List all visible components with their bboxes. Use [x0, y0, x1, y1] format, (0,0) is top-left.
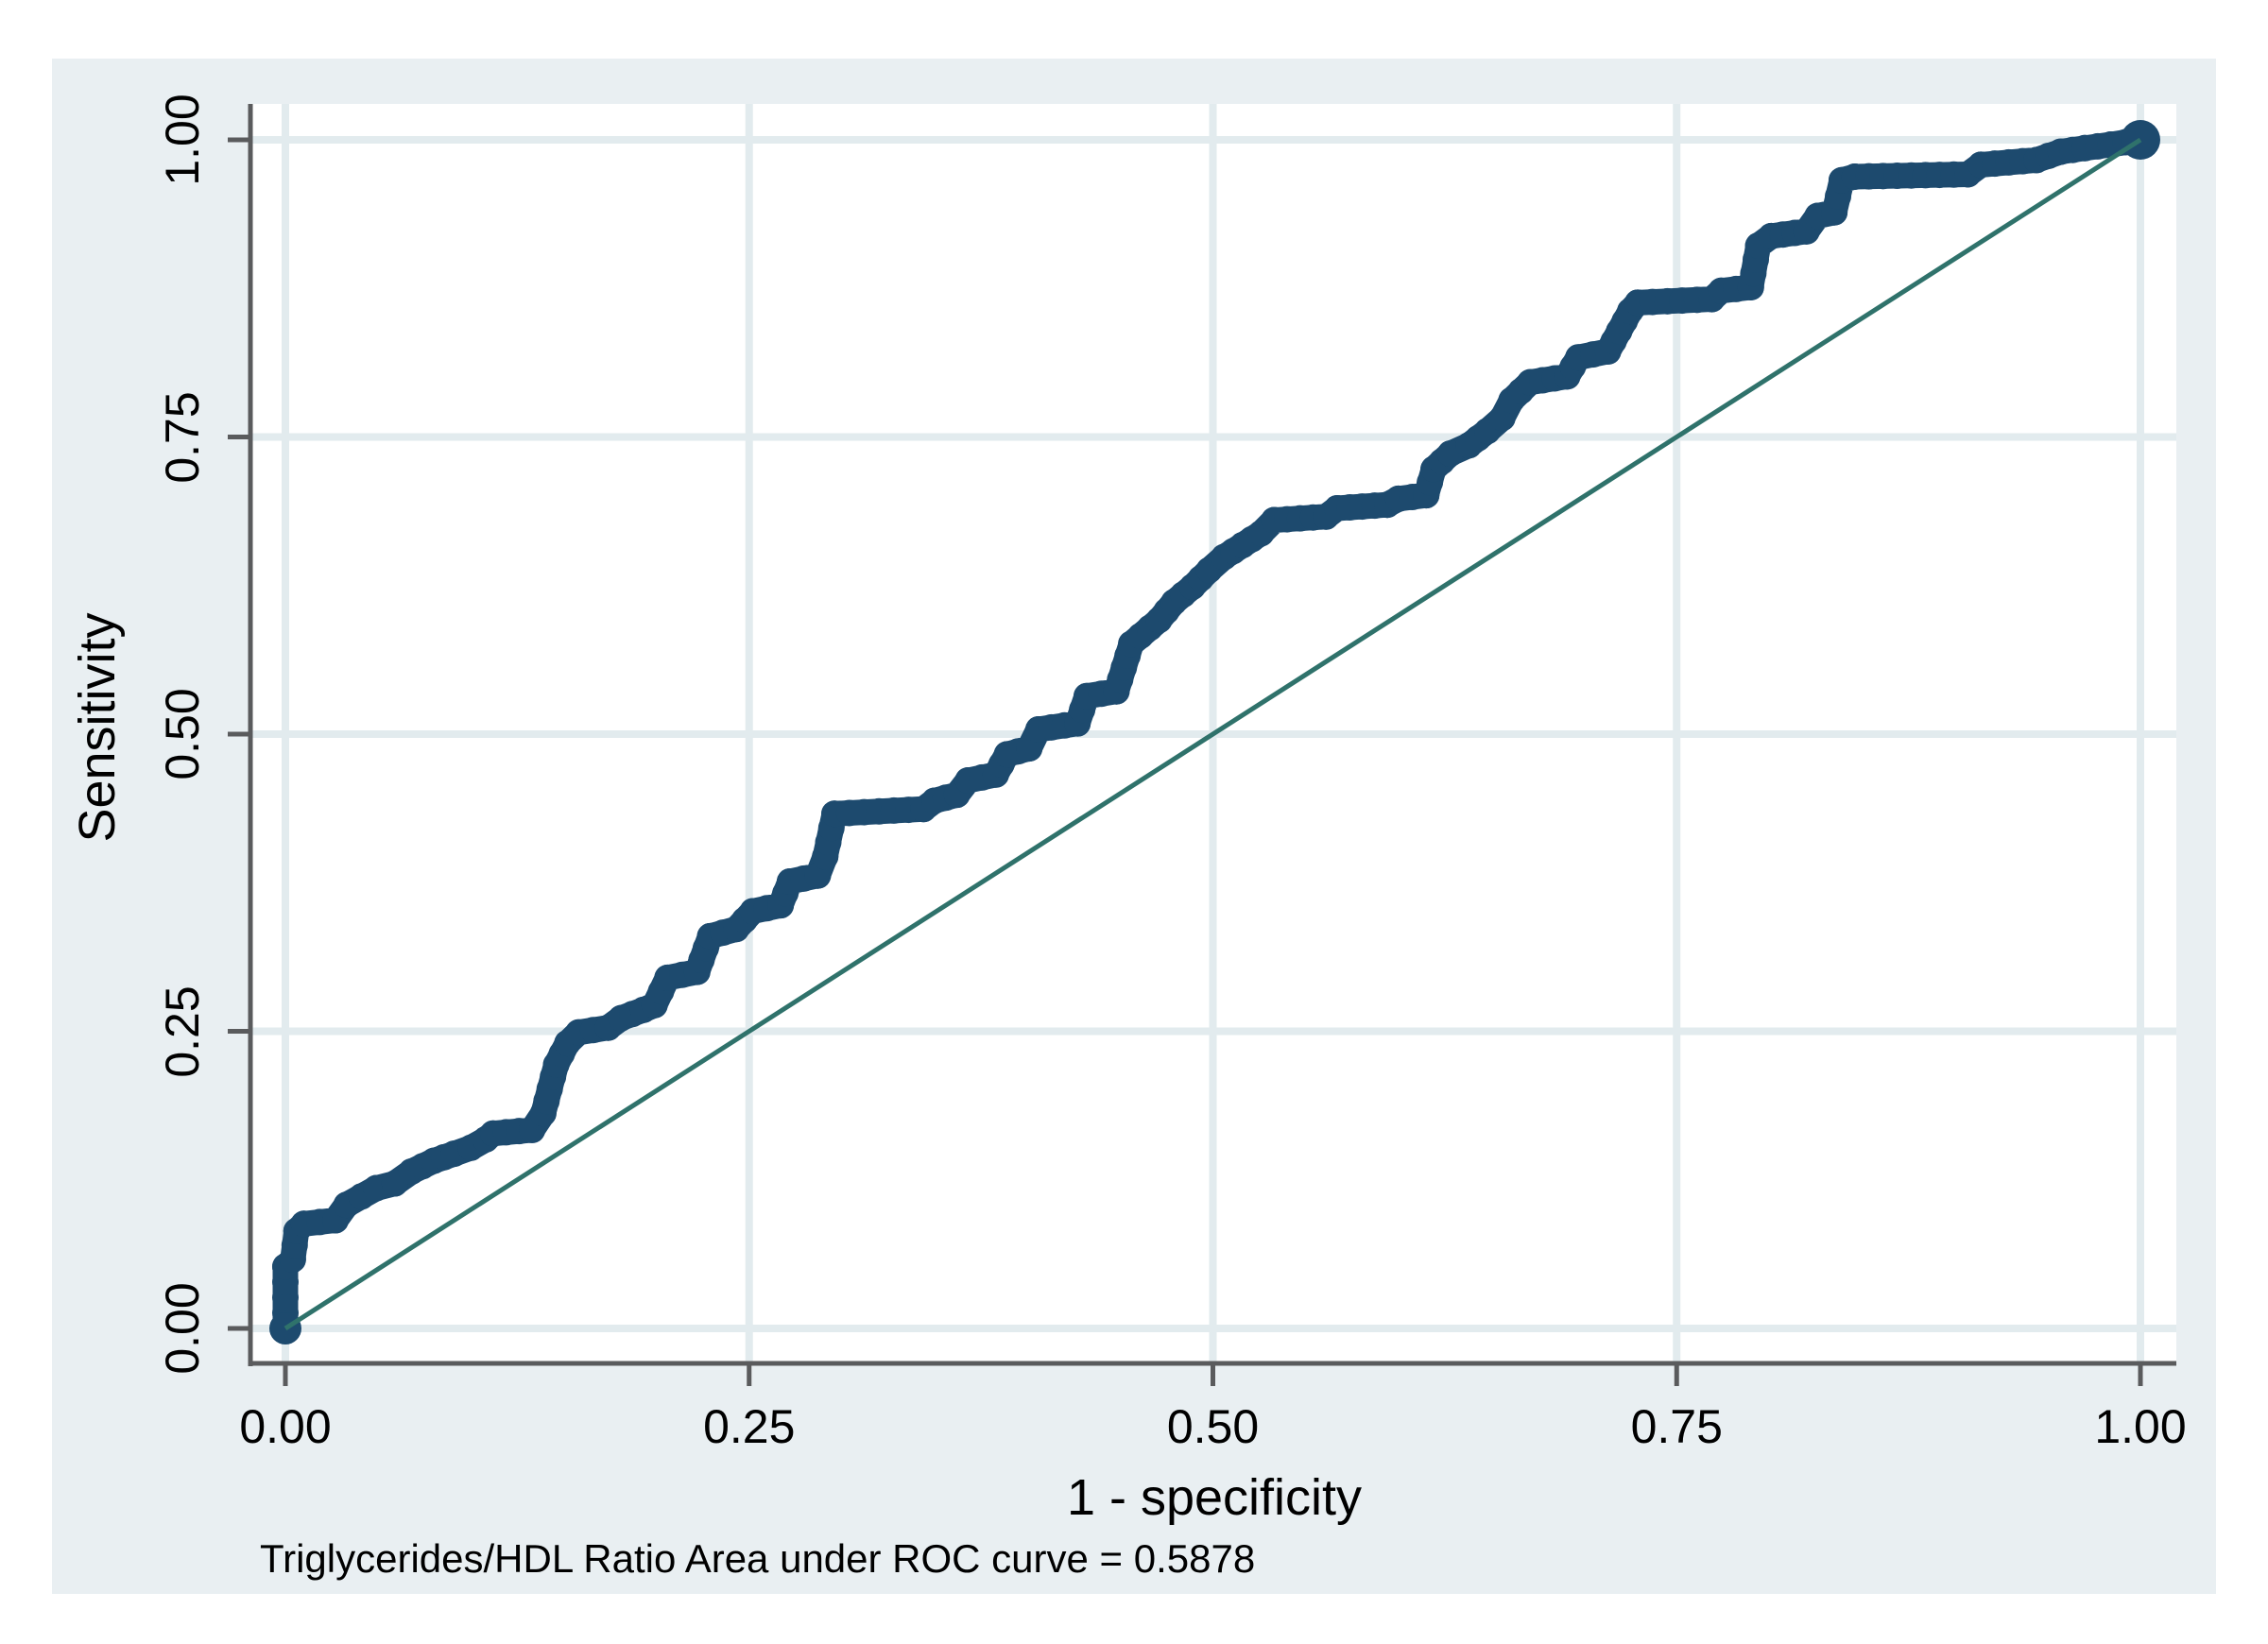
x-tick-label: 0.25	[703, 1400, 796, 1453]
x-tick-label: 0.00	[239, 1400, 332, 1453]
x-tick-label: 0.50	[1166, 1400, 1260, 1453]
y-tick-label: 1.00	[156, 94, 209, 186]
y-axis-title: Sensitivity	[69, 612, 126, 843]
x-tick-label: 1.00	[2094, 1400, 2187, 1453]
y-tick-label: 0.75	[156, 390, 209, 484]
reference-line	[284, 137, 2142, 1331]
y-tick-label: 0.50	[156, 688, 209, 780]
x-axis-title: 1 - specificity	[1066, 1469, 1363, 1526]
y-tick-label: 0.00	[156, 1282, 209, 1375]
x-tick-label: 0.75	[1630, 1400, 1723, 1453]
auc-caption: Triglycerides/HDL Ratio Area under ROC c…	[260, 1536, 1256, 1581]
y-tick-label: 0.25	[156, 985, 209, 1078]
